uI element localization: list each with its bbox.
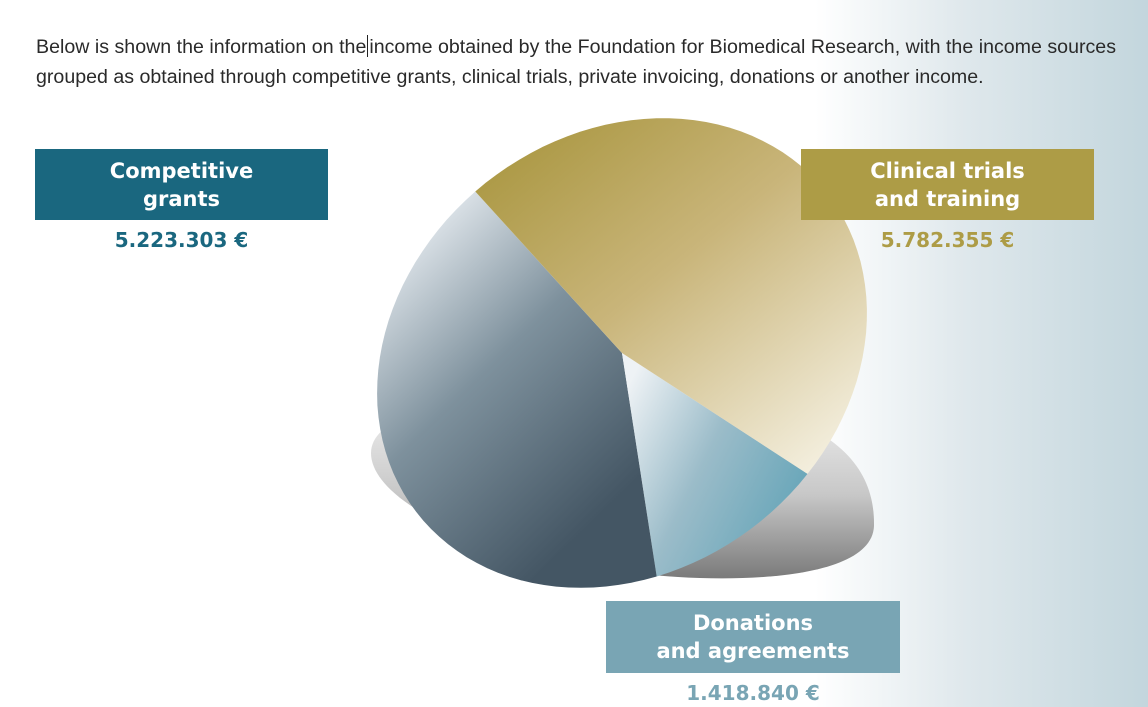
- clinical-trials-label-line1: Clinical trials: [870, 158, 1025, 183]
- text-cursor: [367, 34, 369, 57]
- donations-label-line2: and agreements: [656, 639, 850, 663]
- clinical-trials-label: Clinical trials and training: [801, 149, 1094, 220]
- intro-paragraph: Below is shown the information on the inc…: [36, 32, 1116, 92]
- pie-slice-donations: [622, 353, 808, 577]
- competitive-grants-value: 5.223.303 €: [114, 228, 249, 252]
- clinical-trials-label-line2: and training: [874, 186, 1021, 211]
- competitive-grants-label-line1: Competitive: [109, 158, 254, 183]
- pie-slice-clinical-trials: [475, 118, 867, 474]
- intro-text-part1: Below is shown the information on the: [36, 35, 367, 58]
- intro-text-part2: income obtained by the Foundation for Bi…: [36, 35, 1116, 88]
- donations-label-line1: Donations: [692, 611, 814, 635]
- pie-slice-competitive-grants: [377, 191, 657, 588]
- donations-label: Donations and agreements: [606, 601, 900, 673]
- competitive-grants-label-line2: grants: [142, 186, 221, 211]
- donations-value: 1.418.840 €: [686, 681, 820, 705]
- competitive-grants-label: Competitive grants: [35, 149, 328, 220]
- clinical-trials-value: 5.782.355 €: [880, 228, 1015, 252]
